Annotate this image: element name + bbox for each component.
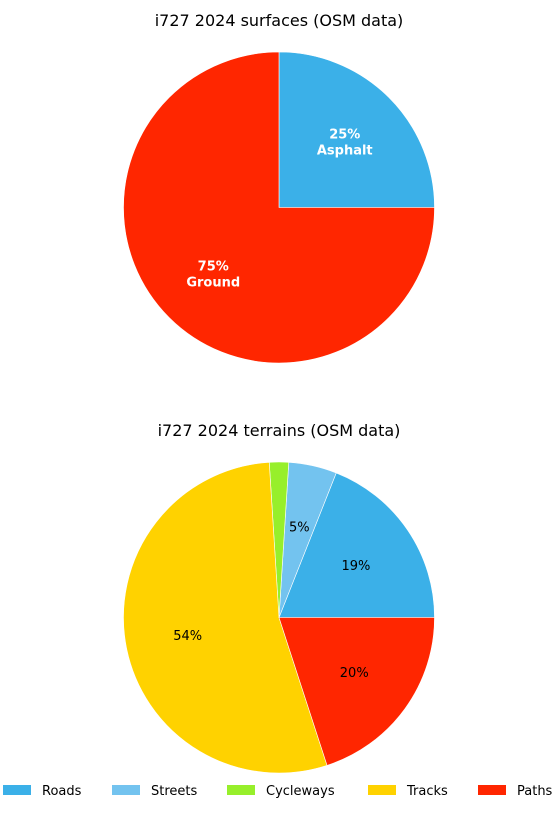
terrains-slice-label-streets: 5% xyxy=(289,521,310,536)
legend-swatch-cycleways xyxy=(227,785,255,795)
terrains-slice-tracks xyxy=(123,461,328,774)
terrains-slice-roads xyxy=(278,472,435,618)
terrains-slice-label-roads: 19% xyxy=(341,559,370,574)
surfaces-pie: 25% Asphalt 75% Ground xyxy=(123,51,435,364)
surfaces-chart-title: i727 2024 surfaces (OSM data) xyxy=(155,11,404,30)
legend-swatch-streets xyxy=(112,785,140,795)
surfaces-slice-label-ground: 75% Ground xyxy=(186,259,240,290)
terrains-slice-label-paths: 20% xyxy=(340,666,369,681)
legend-label-roads: Roads xyxy=(42,784,82,799)
legend-swatch-paths xyxy=(478,785,506,795)
legend-label-paths: Paths xyxy=(517,784,553,799)
surfaces-slice-ground xyxy=(123,51,435,364)
legend-swatch-roads xyxy=(3,785,31,795)
terrains-chart-title: i727 2024 terrains (OSM data) xyxy=(158,421,401,440)
surfaces-slice-asphalt xyxy=(278,51,435,208)
legend-label-cycleways: Cycleways xyxy=(266,784,335,799)
legend: Roads Streets Cycleways Tracks Paths xyxy=(3,784,553,799)
terrains-pie: 19% 5% 54% 20% xyxy=(123,461,435,774)
surfaces-slice-label-asphalt: 25% Asphalt xyxy=(317,128,373,159)
legend-swatch-tracks xyxy=(368,785,396,795)
legend-label-tracks: Tracks xyxy=(406,784,448,799)
terrains-slice-paths xyxy=(278,617,435,766)
legend-label-streets: Streets xyxy=(151,784,198,799)
terrains-slice-label-tracks: 54% xyxy=(173,629,202,644)
